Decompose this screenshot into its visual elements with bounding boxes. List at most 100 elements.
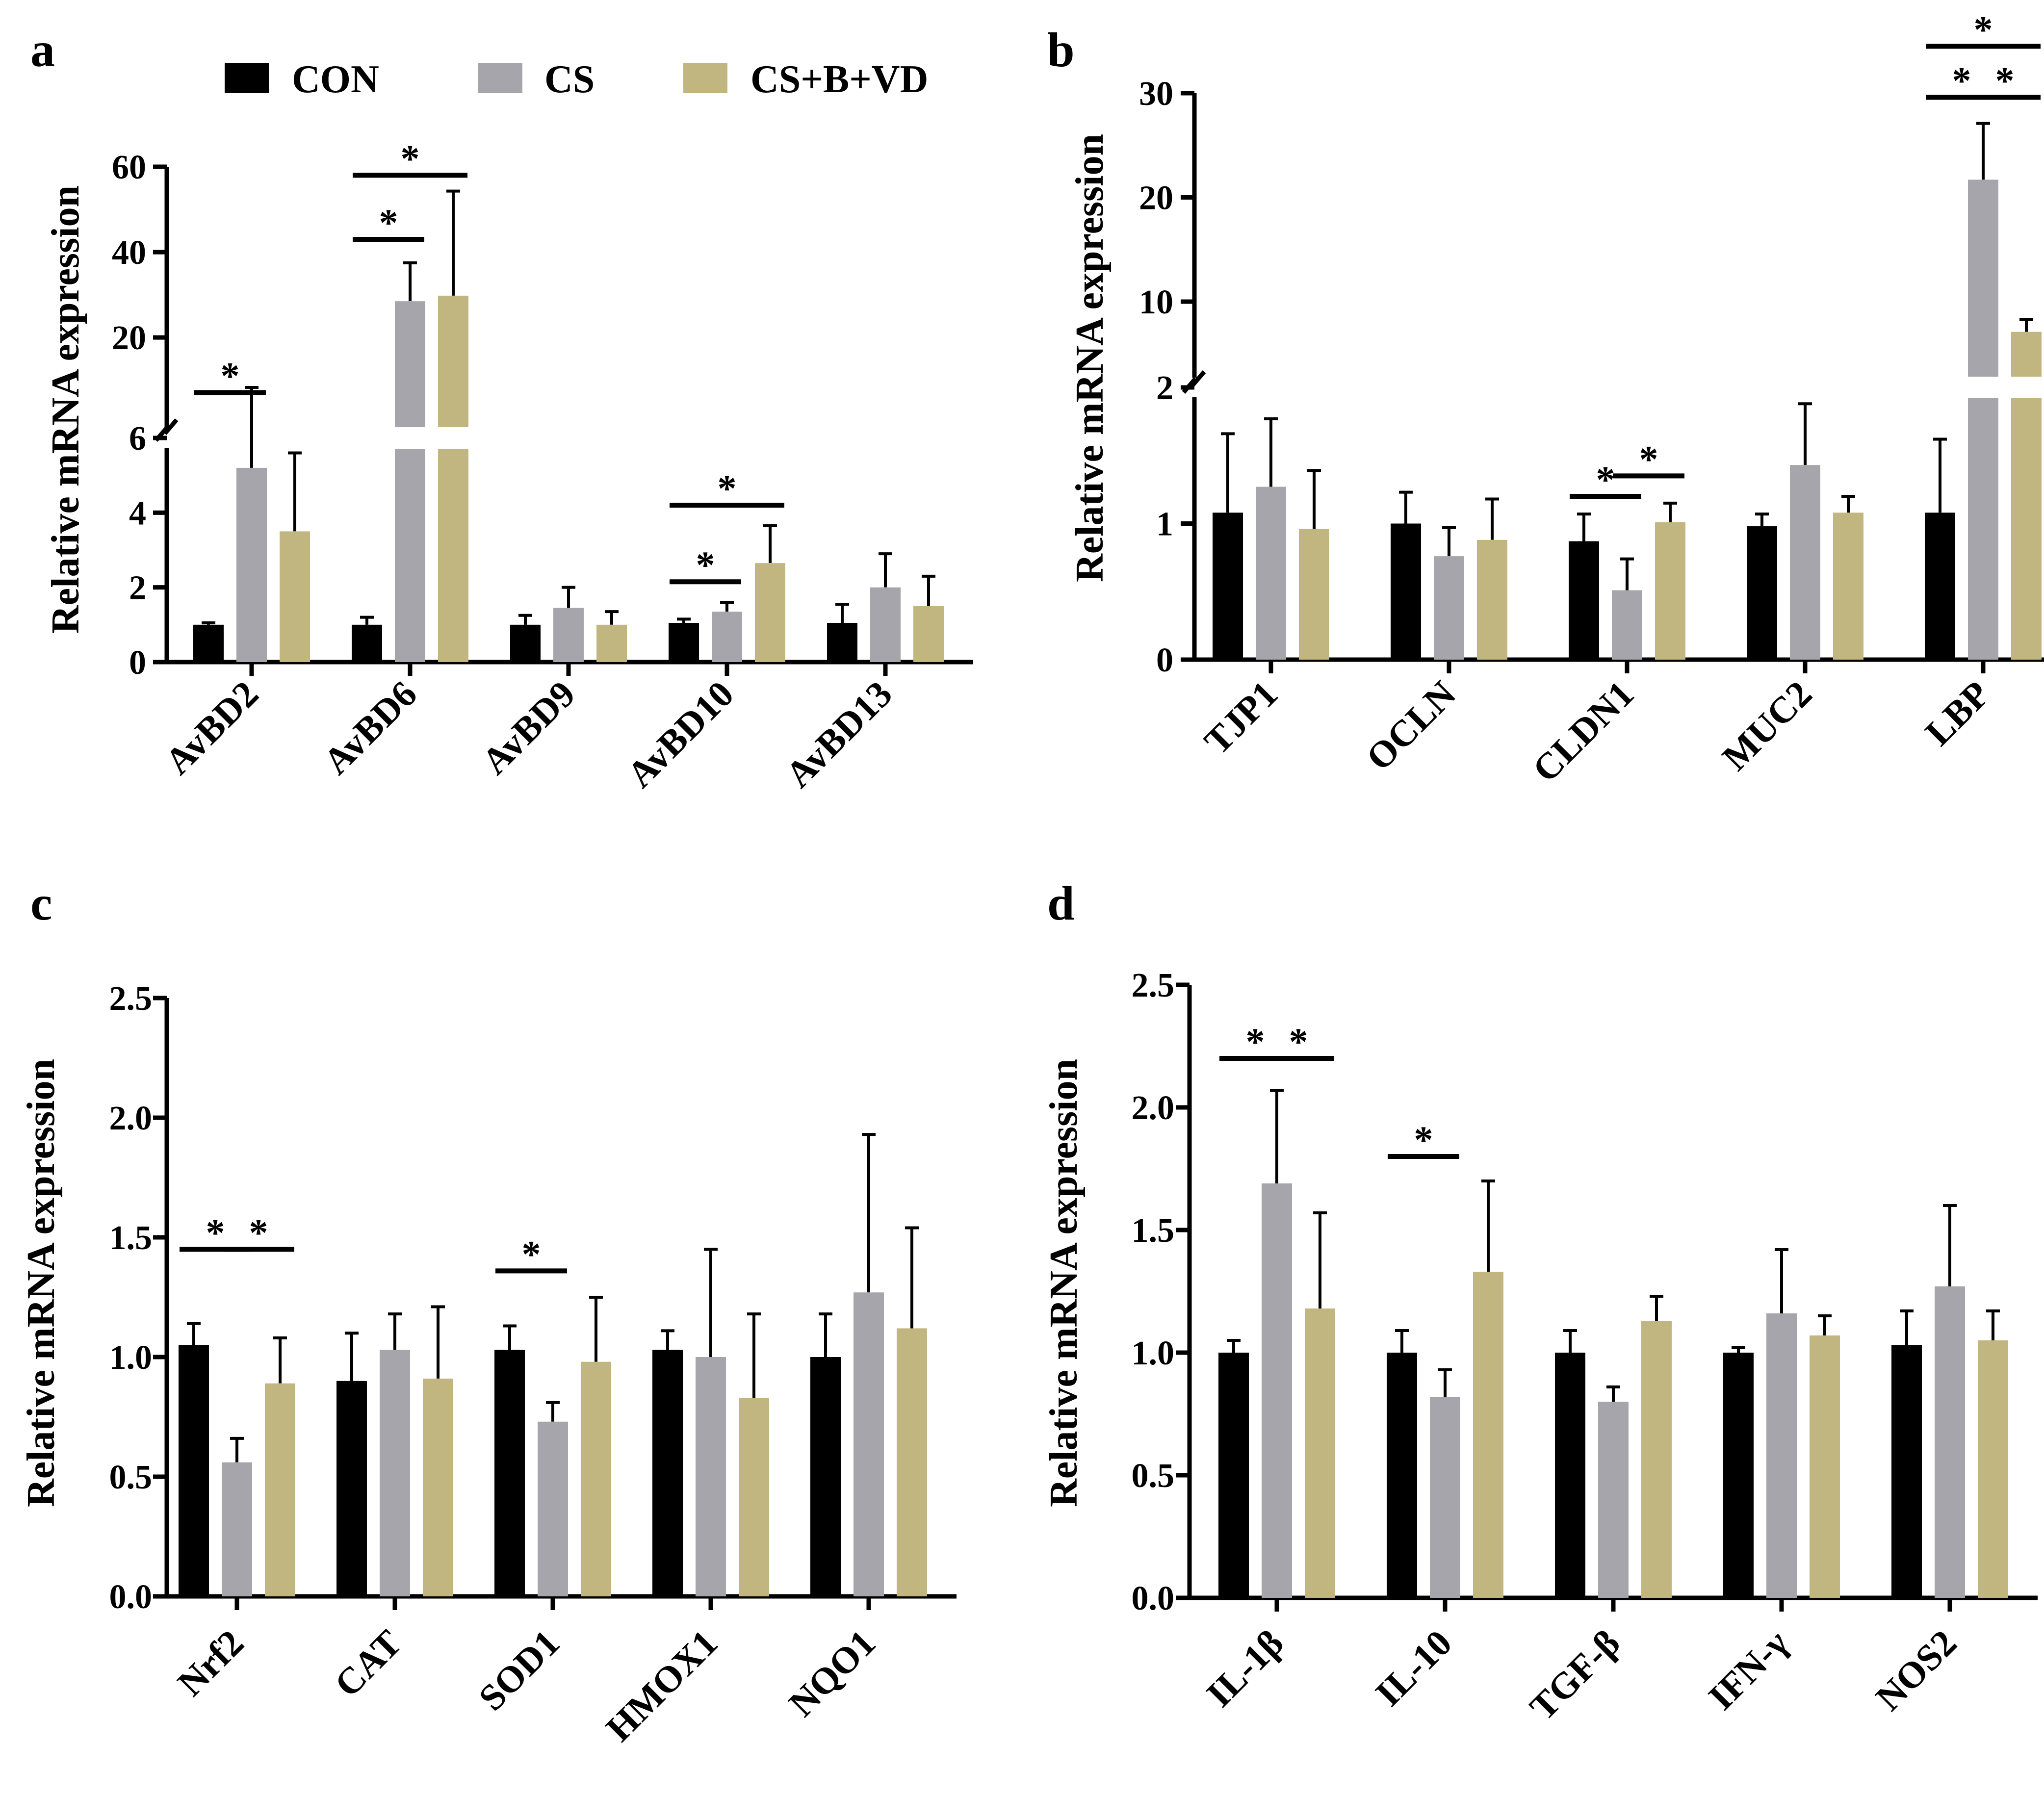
panel-b-y-tick-label: 10 — [1139, 283, 1173, 321]
panel-a-bar-cs — [236, 467, 267, 662]
panel-d-bar-con — [1891, 1345, 1922, 1598]
panel-a-bar-cs — [553, 608, 584, 662]
panel-a-significance-star: * — [221, 354, 240, 397]
panel-d-bar-csbvd — [1978, 1340, 2008, 1598]
panel-a-significance-star: * — [401, 137, 420, 180]
panel-b-significance-star: * — [1995, 59, 2015, 102]
panel-b-y-tick-label: 30 — [1139, 75, 1173, 113]
panel-c-y-tick-label: 2.5 — [109, 980, 153, 1018]
panel-b-significance-star: * — [1952, 59, 1971, 102]
panel-a-bar-con — [827, 623, 857, 662]
panel-d-bar-con — [1723, 1353, 1754, 1598]
panel-d-bar-con — [1218, 1353, 1249, 1598]
panel-a-y-tick-label: 0 — [129, 644, 146, 682]
panel-a-bar-csbvd — [280, 531, 310, 662]
panel-c-bar-con — [810, 1357, 841, 1596]
panel-b-y-tick-label: 2 — [1156, 369, 1173, 407]
panel-d-y-tick-label: 2.0 — [1132, 1089, 1175, 1127]
panel-a-y-tick-label: 2 — [129, 569, 146, 607]
panel-c-ylabel: Relative mRNA expression — [20, 1059, 63, 1507]
panel-b-bar-csbvd — [1833, 513, 1863, 660]
panel-a-axis-break-mark-2 — [163, 418, 179, 435]
panel-a-bar-con — [669, 623, 699, 662]
panel-c-y-tick-label: 2.0 — [109, 1100, 153, 1137]
panel-c-y-tick-label: 1.5 — [109, 1219, 153, 1257]
panel-a-bar-break-gap — [437, 427, 469, 449]
panel-c-significance-star: * — [249, 1211, 268, 1254]
legend-label-cs: CS — [544, 58, 595, 101]
panel-b-significance-star: * — [1974, 8, 1993, 51]
legend: CON CS CS+B+VD — [225, 58, 928, 101]
panel-b-bar-con — [1213, 513, 1243, 660]
panel-b-significance-star: * — [1639, 437, 1658, 480]
panel-a-y-tick-label: 40 — [112, 234, 146, 272]
panel-d-bar-cs — [1766, 1313, 1797, 1598]
panel-b-significance-star: * — [1596, 458, 1615, 501]
panel-label-c: c — [30, 876, 52, 930]
panel-d-y-tick-label: 2.5 — [1132, 967, 1175, 1004]
panel-d-bar-con — [1387, 1353, 1417, 1598]
panel-c-y-tick-label: 0.5 — [109, 1459, 153, 1496]
panel-c-significance-star: * — [206, 1211, 225, 1254]
panel-b-bar-break-gap — [1967, 377, 1999, 398]
panel-b-bar-con — [1391, 523, 1421, 660]
panel-c-bar-cs — [222, 1462, 252, 1596]
panel-d-bar-cs — [1935, 1286, 1965, 1598]
panel-b-bar-cs — [1434, 556, 1464, 660]
panel-b-y-tick-label: 20 — [1139, 180, 1173, 217]
panel-a-bar-con — [510, 624, 541, 662]
panel-d-y-tick-label: 1.0 — [1132, 1334, 1175, 1372]
panel-b-ylabel: Relative mRNA expression — [1068, 134, 1112, 582]
panel-c-bar-csbvd — [265, 1383, 295, 1596]
panel-d-y-tick-label: 1.5 — [1132, 1212, 1175, 1250]
panel-c-y-tick-label: 0.0 — [109, 1578, 153, 1616]
panel-c-bar-csbvd — [581, 1361, 611, 1596]
panel-c-bar-cs — [538, 1421, 568, 1596]
panel-a-y-tick-label: 6 — [129, 420, 146, 458]
panel-d-bar-cs — [1598, 1402, 1629, 1598]
panel-a-bar-csbvd — [913, 606, 944, 662]
panel-b-bar-csbvd — [1299, 529, 1329, 660]
panel-c-bar-csbvd — [423, 1378, 453, 1596]
panel-d-bar-csbvd — [1810, 1335, 1840, 1598]
panel-d-ylabel: Relative mRNA expression — [1042, 1059, 1086, 1507]
panel-d-bar-cs — [1262, 1183, 1292, 1598]
panel-a-significance-star: * — [696, 543, 715, 586]
panel-a-ylabel: Relative mRNA expression — [44, 185, 87, 634]
panel-b-axis-break-mark-2 — [1190, 370, 1206, 387]
panel-c-bar-csbvd — [897, 1328, 927, 1596]
panel-d-significance-star: * — [1289, 1020, 1308, 1063]
panel-label-b: b — [1047, 23, 1075, 77]
panel-a-bar-cs — [712, 612, 742, 662]
panel-c-bar-con — [494, 1350, 525, 1596]
panel-b-bar-con — [1569, 541, 1599, 660]
panel-c-bar-con — [652, 1350, 683, 1596]
panel-d-bar-csbvd — [1473, 1272, 1503, 1598]
panel-d-y-tick-label: 0.5 — [1132, 1457, 1175, 1495]
panel-a-bar-con — [352, 624, 382, 662]
panel-d-bar-csbvd — [1305, 1308, 1335, 1598]
panel-d-significance-star: * — [1414, 1118, 1433, 1161]
panel-b-bar-cs — [1790, 465, 1820, 660]
panel-a-y-tick-label: 4 — [129, 494, 146, 532]
panel-a-bar-cs — [395, 301, 425, 662]
panel-b-bar-break-gap — [2010, 377, 2043, 398]
panel-c-bar-cs — [854, 1292, 884, 1596]
panel-c-bar-cs — [380, 1350, 410, 1596]
panel-b-bar-con — [1747, 526, 1777, 660]
panel-d-bar-csbvd — [1641, 1321, 1672, 1598]
panel-d-bar-con — [1555, 1353, 1585, 1598]
panel-label-a: a — [30, 23, 55, 77]
panel-d-y-tick-label: 0.0 — [1132, 1580, 1175, 1617]
panel-b-bar-con — [1925, 513, 1955, 660]
panel-b-bar-csbvd — [1655, 522, 1685, 660]
panel-a-bar-csbvd — [438, 295, 468, 662]
panel-c-bar-con — [179, 1345, 209, 1596]
panel-b-bar-cs — [1256, 487, 1286, 660]
panel-a-significance-star: * — [379, 201, 398, 244]
panel-b-bar-cs — [1968, 180, 1998, 660]
panel-a-bar-csbvd — [755, 563, 785, 662]
